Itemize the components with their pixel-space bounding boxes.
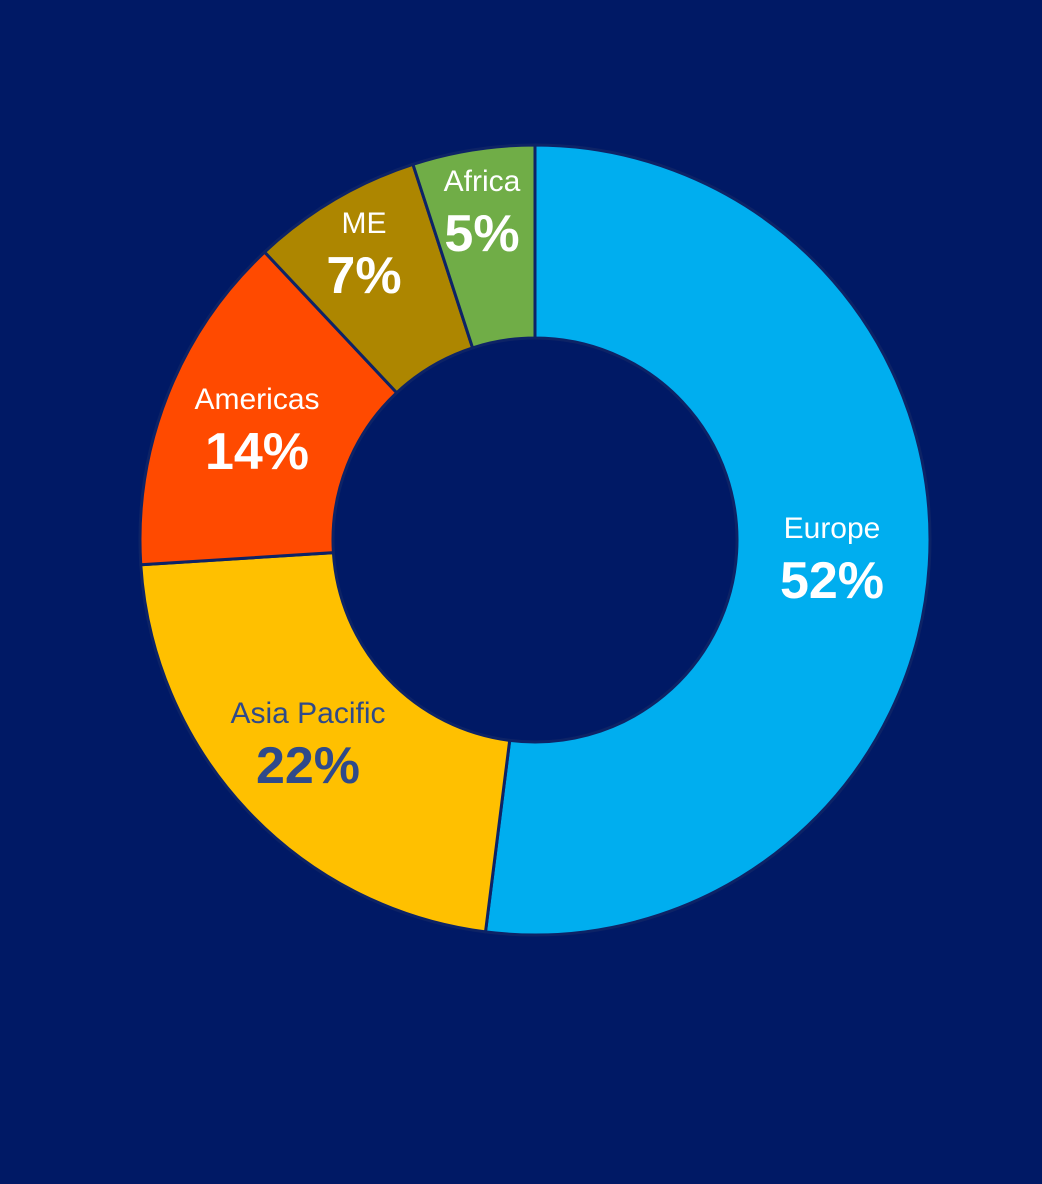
slice-label-europe: Europe <box>784 512 881 545</box>
slice-value-americas: 14% <box>205 423 309 481</box>
slice-europe <box>483 143 932 937</box>
slice-asia-pacific <box>139 551 512 934</box>
slice-label-asia-pacific: Asia Pacific <box>230 697 385 730</box>
slice-value-me: 7% <box>326 247 401 305</box>
slice-value-africa: 5% <box>444 205 519 263</box>
donut-slices <box>138 143 932 937</box>
slice-label-me: ME <box>342 207 387 240</box>
slice-label-africa: Africa <box>444 165 521 198</box>
slice-value-europe: 52% <box>780 552 884 610</box>
slice-label-americas: Americas <box>194 383 319 416</box>
slice-value-asia-pacific: 22% <box>256 737 360 795</box>
slice-americas <box>138 249 399 567</box>
slice-africa <box>411 143 537 350</box>
slice-labels: Europe 52% Asia Pacific 22% Americas 14% ME 7% A… <box>194 165 884 795</box>
